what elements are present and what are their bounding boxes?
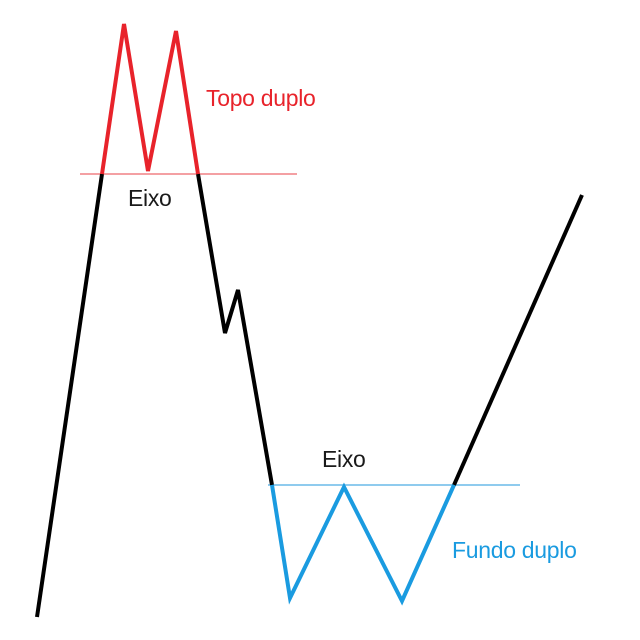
price-line-breakout	[452, 194, 584, 486]
double-top-neckline-label: Eixo	[128, 185, 172, 211]
double-top-label: Topo duplo	[206, 85, 316, 111]
double-top-pattern	[100, 23, 200, 175]
double-bottom-label: Fundo duplo	[452, 537, 577, 563]
double-bottom-pattern	[270, 482, 456, 606]
double-bottom-neckline-label: Eixo	[322, 446, 366, 472]
price-line-rise	[35, 173, 104, 618]
price-line-decline	[196, 173, 274, 486]
